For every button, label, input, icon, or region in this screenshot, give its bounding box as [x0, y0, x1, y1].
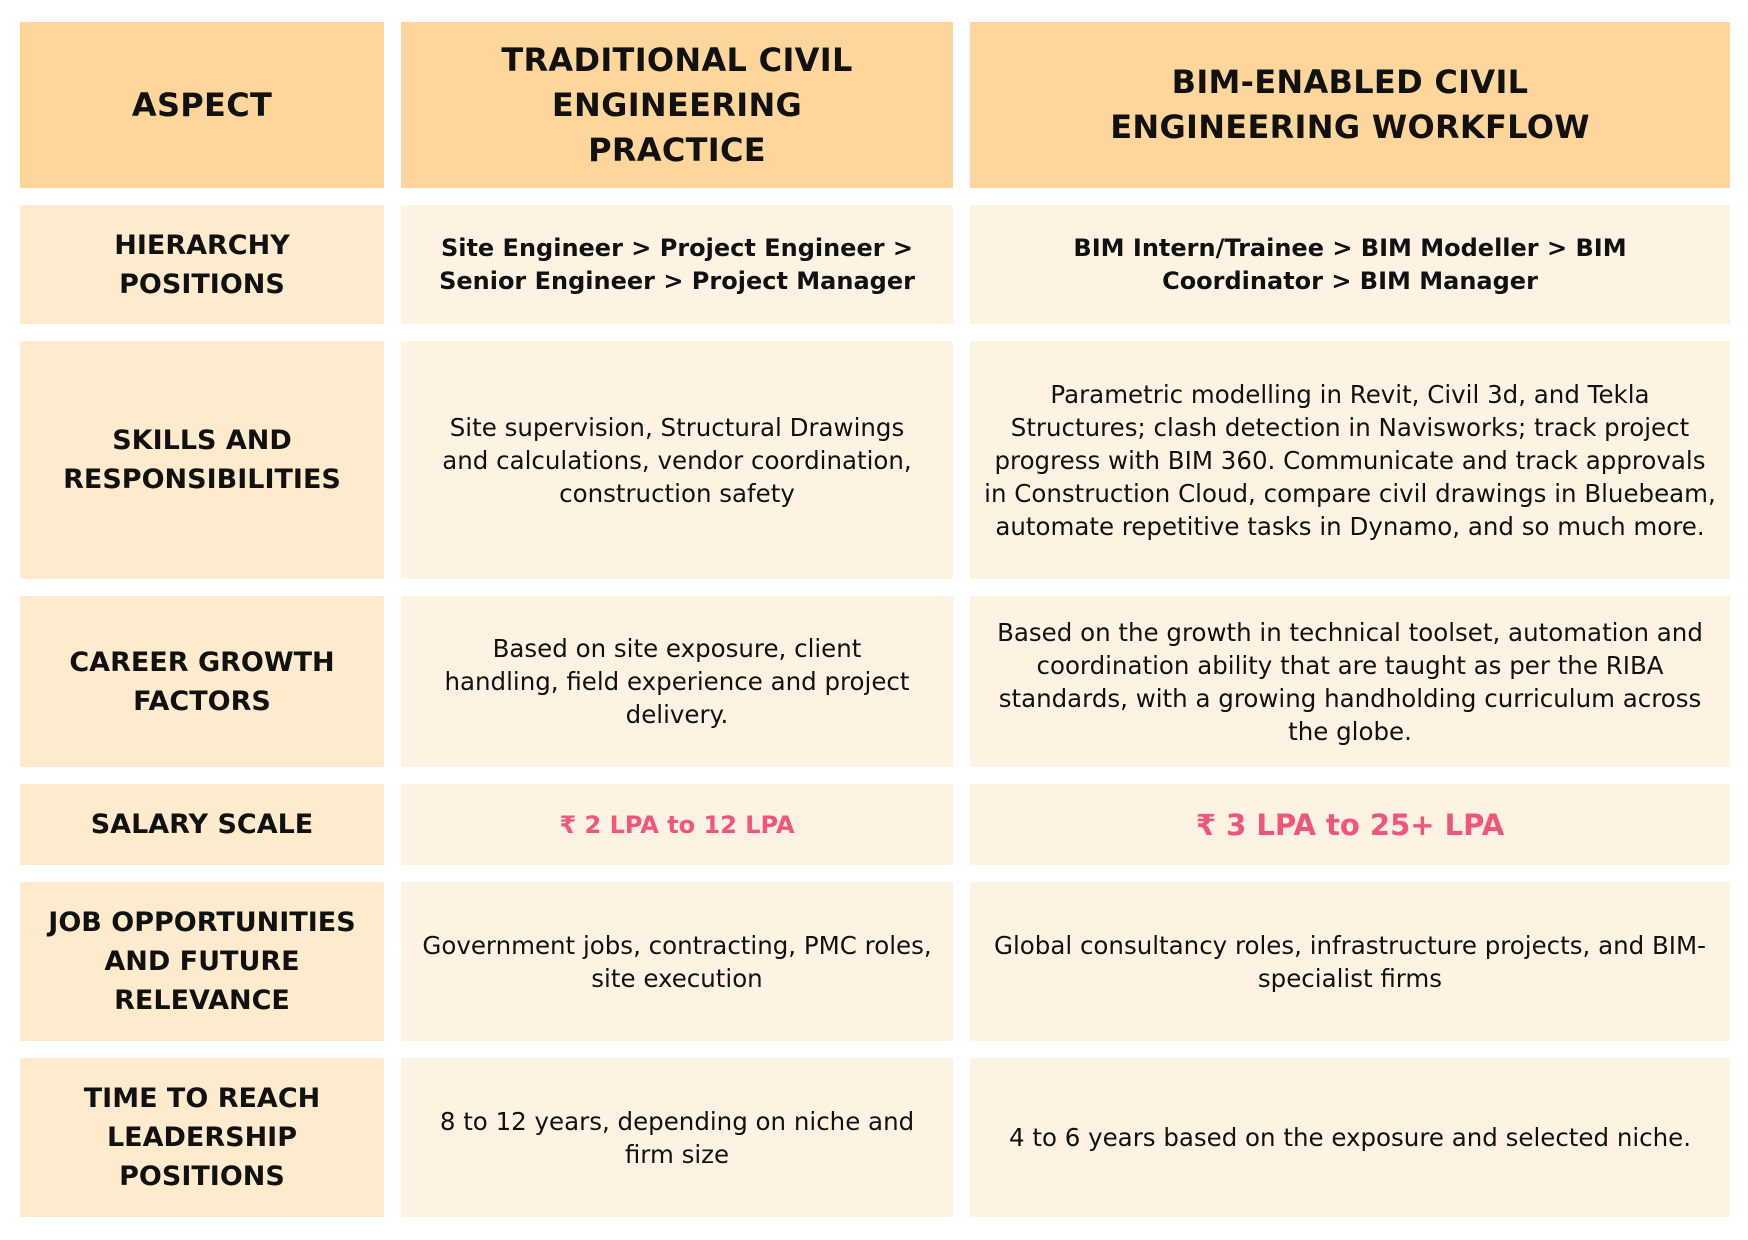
bim-career-growth-factors: Based on the growth in technical toolset…	[970, 596, 1730, 767]
aspect-skills-responsibilities: SKILLS AND RESPONSIBILITIES	[20, 341, 384, 579]
traditional-job-opportunities: Government jobs, contracting, PMC roles,…	[401, 882, 953, 1041]
bim-salary-scale: ₹ 3 LPA to 25+ LPA	[970, 784, 1730, 865]
aspect-job-opportunities: JOB OPPORTUNITIES AND FUTURE RELEVANCE	[20, 882, 384, 1041]
aspect-salary-scale: SALARY SCALE	[20, 784, 384, 865]
aspect-career-growth-factors: CAREER GROWTH FACTORS	[20, 596, 384, 767]
header-aspect: ASPECT	[20, 22, 384, 188]
traditional-career-growth-factors: Based on site exposure, client handling,…	[401, 596, 953, 767]
aspect-hierarchy-positions: HIERARCHY POSITIONS	[20, 205, 384, 324]
aspect-time-to-leadership: TIME TO REACH LEADERSHIP POSITIONS	[20, 1058, 384, 1217]
traditional-time-to-leadership: 8 to 12 years, depending on niche and fi…	[401, 1058, 953, 1217]
bim-job-opportunities: Global consultancy roles, infrastructure…	[970, 882, 1730, 1041]
header-traditional: TRADITIONAL CIVIL ENGINEERING PRACTICE	[401, 22, 953, 188]
bim-time-to-leadership: 4 to 6 years based on the exposure and s…	[970, 1058, 1730, 1217]
traditional-skills-responsibilities: Site supervision, Structural Drawings an…	[401, 341, 953, 579]
bim-hierarchy-positions: BIM Intern/Trainee > BIM Modeller > BIM …	[970, 205, 1730, 324]
header-bim: BIM-ENABLED CIVIL ENGINEERING WORKFLOW	[970, 22, 1730, 188]
bim-skills-responsibilities: Parametric modelling in Revit, Civil 3d,…	[970, 341, 1730, 579]
comparison-table: ASPECT TRADITIONAL CIVIL ENGINEERING PRA…	[20, 22, 1730, 1217]
traditional-salary-scale: ₹ 2 LPA to 12 LPA	[401, 784, 953, 865]
traditional-hierarchy-positions: Site Engineer > Project Engineer > Senio…	[401, 205, 953, 324]
